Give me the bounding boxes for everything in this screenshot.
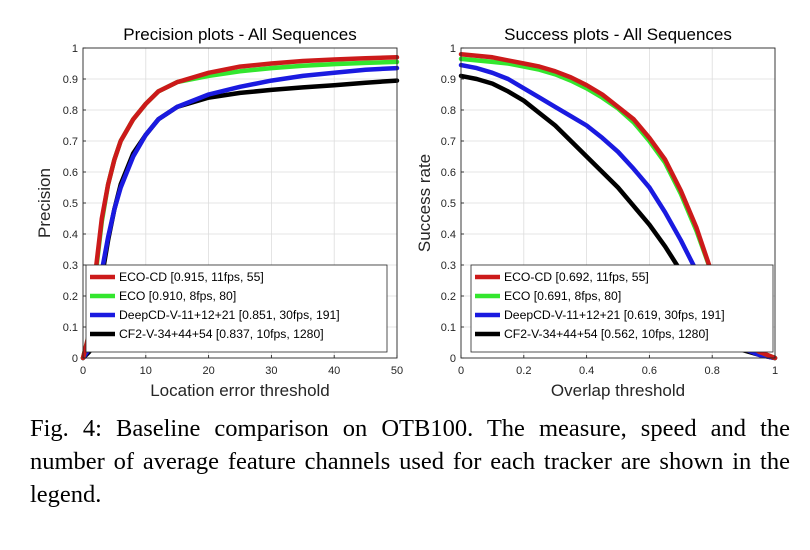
- y-tick-label: 0.6: [441, 167, 456, 179]
- y-tick-label: 0.2: [441, 291, 456, 303]
- x-axis-label: Overlap threshold: [551, 381, 685, 400]
- y-tick-label: 0.1: [63, 322, 78, 334]
- x-tick-label: 30: [265, 365, 277, 377]
- x-tick-label: 0.4: [579, 365, 594, 377]
- y-tick-label: 1: [72, 43, 78, 55]
- figure-caption: Fig. 4: Baseline comparison on OTB100. T…: [30, 415, 790, 508]
- x-tick-label: 10: [140, 365, 152, 377]
- y-tick-label: 0.7: [441, 136, 456, 148]
- legend-label: CF2-V-34+44+54 [0.562, 10fps, 1280]: [504, 327, 709, 341]
- y-axis-label: Precision: [35, 168, 54, 238]
- x-tick-label: 40: [328, 365, 340, 377]
- precision-chart: Precision plots - All Sequences Location…: [35, 25, 403, 400]
- figure: Precision plots - All Sequences Location…: [35, 25, 778, 400]
- y-tick-label: 0.5: [63, 198, 78, 210]
- legend-label: CF2-V-34+44+54 [0.837, 10fps, 1280]: [119, 327, 324, 341]
- y-tick-label: 0.6: [63, 167, 78, 179]
- y-axis-label: Success rate: [415, 154, 434, 252]
- legend-label: ECO-CD [0.692, 11fps, 55]: [504, 270, 649, 284]
- y-tick-label: 0.4: [441, 229, 456, 241]
- legend-label: ECO [0.910, 8fps, 80]: [119, 289, 236, 303]
- y-tick-label: 0.1: [441, 322, 456, 334]
- legend-label: DeepCD-V-11+12+21 [0.851, 30fps, 191]: [119, 308, 340, 322]
- y-tick-label: 0.2: [63, 291, 78, 303]
- y-tick-label: 0: [450, 353, 456, 365]
- x-tick-label: 0.6: [642, 365, 657, 377]
- series-line: [80, 55, 400, 361]
- legend-label: ECO-CD [0.915, 11fps, 55]: [119, 270, 264, 284]
- x-tick-label: 0.2: [516, 365, 531, 377]
- y-tick-label: 0.8: [441, 105, 456, 117]
- x-axis-label: Location error threshold: [150, 381, 330, 400]
- x-tick-label: 50: [391, 365, 403, 377]
- legend: ECO-CD [0.915, 11fps, 55] ECO [0.910, 8f…: [85, 264, 388, 353]
- y-tick-label: 0.3: [63, 260, 78, 272]
- legend: ECO-CD [0.692, 11fps, 55] ECO [0.691, 8f…: [470, 264, 774, 353]
- x-tick-label: 0: [80, 365, 86, 377]
- y-tick-label: 0.5: [441, 198, 456, 210]
- legend-label: DeepCD-V-11+12+21 [0.619, 30fps, 191]: [504, 308, 725, 322]
- y-tick-label: 0.9: [441, 74, 456, 86]
- chart-title: Precision plots - All Sequences: [123, 25, 356, 44]
- y-tick-label: 0.7: [63, 136, 78, 148]
- x-tick-label: 0: [458, 365, 464, 377]
- legend-label: ECO [0.691, 8fps, 80]: [504, 289, 621, 303]
- legend-box: [470, 264, 774, 353]
- y-tick-label: 0: [72, 353, 78, 365]
- y-tick-label: 0.4: [63, 229, 78, 241]
- y-tick-label: 0.8: [63, 105, 78, 117]
- x-tick-label: 20: [202, 365, 214, 377]
- y-tick-label: 1: [450, 43, 456, 55]
- ticks: 0 0.2 0.4 0.6 0.8 1 0 0.1 0.2 0.3 0.4 0.5 0.6 0.7 0.8 0…: [441, 43, 778, 377]
- y-tick-label: 0.3: [441, 260, 456, 272]
- chart-title: Success plots - All Sequences: [504, 25, 732, 44]
- success-chart: Success plots - All Sequences Overlap th…: [415, 25, 778, 400]
- y-tick-label: 0.9: [63, 74, 78, 86]
- x-tick-label: 0.8: [705, 365, 720, 377]
- legend-box: [85, 264, 388, 353]
- ticks: 0 10 20 30 40 50 0 0.1 0.2 0.3 0.4 0.5 0.6 0.7 0.8 0.9 1: [63, 43, 403, 377]
- x-tick-label: 1: [772, 365, 778, 377]
